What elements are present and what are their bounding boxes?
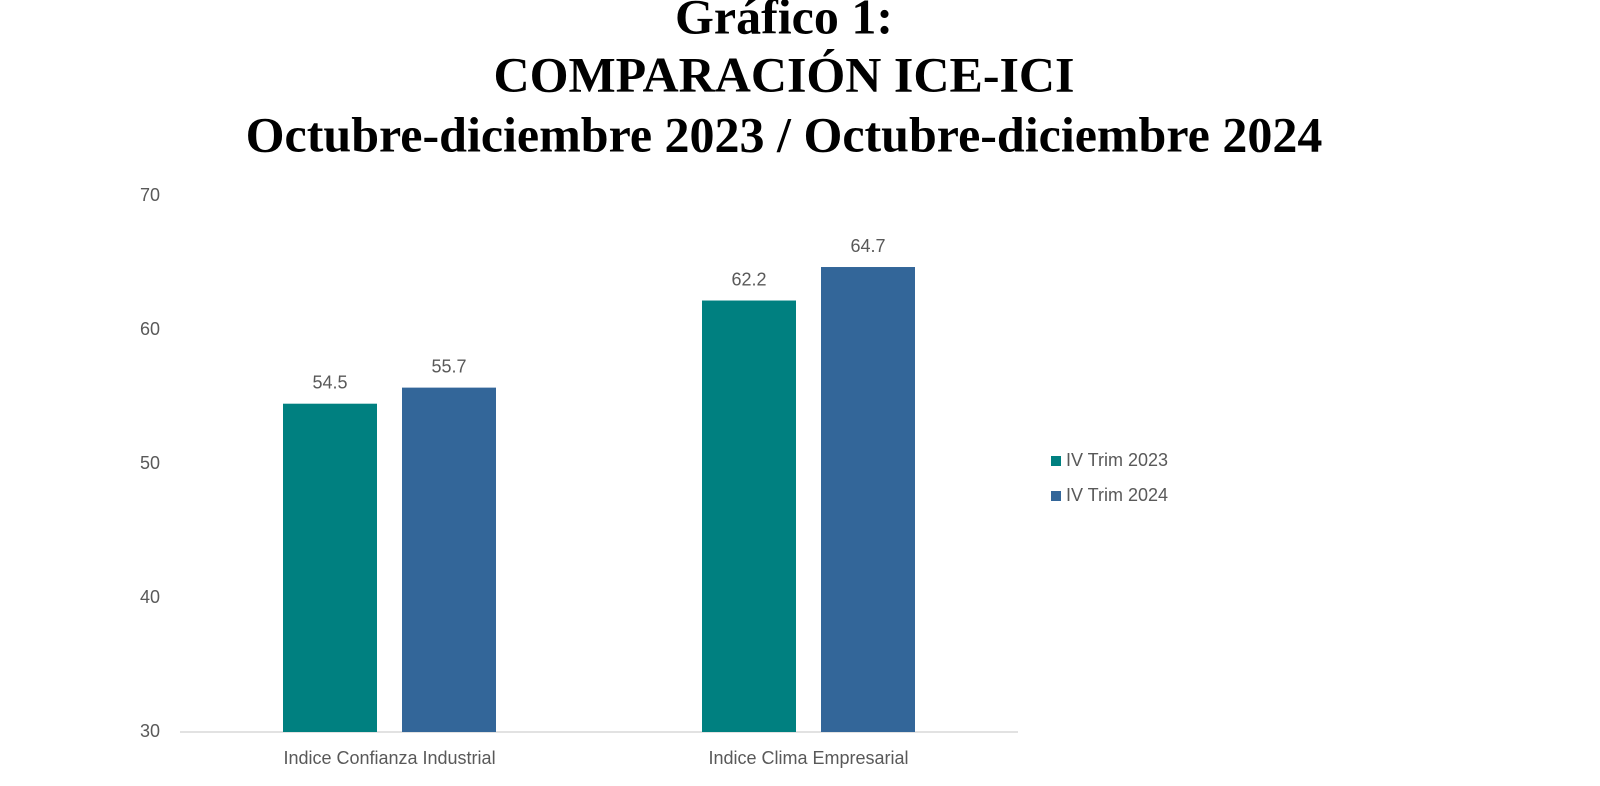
data-label: 55.7: [431, 356, 466, 376]
y-tick-label: 40: [140, 587, 160, 607]
data-label: 62.2: [731, 269, 766, 289]
data-label: 64.7: [850, 236, 885, 256]
x-tick-label: Indice Confianza Industrial: [283, 748, 495, 768]
chart-title: Octubre-diciembre 2023 / Octubre-diciemb…: [246, 106, 1323, 162]
y-tick-label: 70: [140, 185, 160, 205]
y-tick-label: 50: [140, 453, 160, 473]
y-tick-label: 30: [140, 721, 160, 741]
legend-swatch: [1051, 456, 1061, 466]
data-label: 54.5: [312, 372, 347, 392]
y-tick-label: 60: [140, 319, 160, 339]
legend-label: IV Trim 2023: [1066, 450, 1168, 470]
legend-swatch: [1051, 491, 1061, 501]
bar: [702, 300, 796, 732]
bar: [402, 387, 496, 732]
chart-title: COMPARACIÓN ICE-ICI: [493, 46, 1074, 102]
chart-title: Gráfico 1:: [675, 0, 893, 44]
legend-label: IV Trim 2024: [1066, 485, 1168, 505]
bar: [821, 267, 915, 732]
x-tick-label: Indice Clima Empresarial: [708, 748, 908, 768]
bar: [283, 403, 377, 732]
